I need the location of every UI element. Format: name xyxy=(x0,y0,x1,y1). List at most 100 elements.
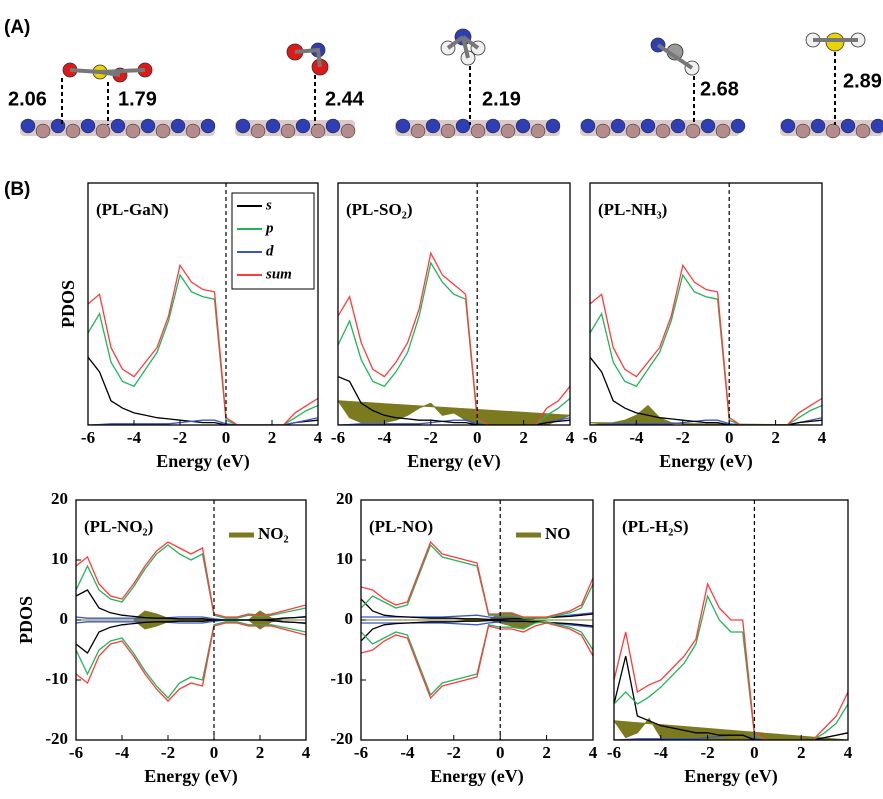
chart-title: (PL-SO₂) xyxy=(346,200,412,219)
legend-label: NO₂ xyxy=(258,524,289,543)
atom xyxy=(826,124,840,138)
distance-label: 1.79 xyxy=(118,88,157,110)
line xyxy=(76,622,306,698)
x-axis-label: Energy (eV) xyxy=(407,451,500,472)
x-tick-label: 2 xyxy=(256,743,265,762)
line xyxy=(88,275,318,425)
x-tick-label: -4 xyxy=(127,428,142,447)
panel-label: (B) xyxy=(4,179,30,200)
chart-title: (PL-NH₃) xyxy=(598,200,667,219)
x-tick-label: 4 xyxy=(818,428,827,447)
y-tick-label: 20 xyxy=(336,489,353,508)
atom xyxy=(656,124,670,138)
y-axis-label: PDOS xyxy=(58,280,78,328)
chart-title: (PL-NO₂) xyxy=(84,517,153,536)
atom xyxy=(326,119,340,133)
line xyxy=(361,545,593,618)
y-tick-label: 0 xyxy=(60,609,69,628)
legend-label: d xyxy=(266,243,274,259)
y-tick-label: -10 xyxy=(45,669,68,688)
x-tick-label: -2 xyxy=(161,743,175,762)
atom xyxy=(96,124,110,138)
line xyxy=(361,542,593,617)
atom xyxy=(596,124,610,138)
legend-label: p xyxy=(264,220,274,236)
distance-label: 2.19 xyxy=(482,88,521,110)
x-tick-label: 2 xyxy=(268,428,277,447)
atom xyxy=(341,124,355,138)
y-axis-label: PDOS xyxy=(16,596,36,644)
x-tick-label: 0 xyxy=(496,743,505,762)
atom xyxy=(471,124,485,138)
x-tick-label: 0 xyxy=(210,743,219,762)
x-tick-label: -6 xyxy=(69,743,83,762)
y-tick-label: 0 xyxy=(345,609,354,628)
plot-frame xyxy=(590,183,822,425)
atom xyxy=(856,124,870,138)
line xyxy=(590,275,822,425)
atom xyxy=(111,119,125,133)
x-tick-label: 4 xyxy=(302,743,311,762)
chart-title: (PL-GaN) xyxy=(96,200,169,219)
y-tick-label: 10 xyxy=(51,549,68,568)
line xyxy=(590,265,822,425)
distance-label: 2.89 xyxy=(843,70,882,92)
x-tick-label: 2 xyxy=(771,428,780,447)
atom xyxy=(871,119,883,133)
line xyxy=(590,357,822,425)
legend-label: s xyxy=(265,197,272,213)
line xyxy=(88,418,318,425)
atom xyxy=(516,119,530,133)
atom xyxy=(141,119,155,133)
y-tick-label: -10 xyxy=(330,669,353,688)
x-axis-label: Energy (eV) xyxy=(659,451,752,472)
x-tick-label: -6 xyxy=(354,743,368,762)
atom xyxy=(611,119,625,133)
distance-label: 2.68 xyxy=(700,78,739,100)
plot-frame xyxy=(338,183,570,425)
x-axis-label: Energy (eV) xyxy=(156,451,249,472)
atom xyxy=(251,124,265,138)
line xyxy=(361,623,593,698)
plot-area xyxy=(361,542,593,698)
plot-area xyxy=(76,542,306,701)
atom xyxy=(281,124,295,138)
atom xyxy=(701,119,715,133)
atom xyxy=(581,119,595,133)
atom xyxy=(501,124,515,138)
x-tick-label: -4 xyxy=(654,743,669,762)
x-tick-label: -2 xyxy=(173,428,187,447)
x-tick-label: -6 xyxy=(607,743,621,762)
y-tick-label: 10 xyxy=(336,549,353,568)
atom xyxy=(21,119,35,133)
atom xyxy=(441,124,455,138)
x-tick-label: -2 xyxy=(447,743,461,762)
atom xyxy=(266,119,280,133)
line xyxy=(361,622,593,695)
chart: -6-4-2024(PL-GaN)Energy (eV)PDOSspdsum xyxy=(58,183,323,472)
y-tick-label: 20 xyxy=(51,489,68,508)
x-tick-label: 4 xyxy=(566,428,575,447)
x-tick-label: -2 xyxy=(424,428,438,447)
x-tick-label: -4 xyxy=(377,428,392,447)
atom xyxy=(186,124,200,138)
atom xyxy=(796,124,810,138)
plot-area xyxy=(590,265,822,425)
atom xyxy=(426,119,440,133)
atom xyxy=(311,124,325,138)
area xyxy=(338,401,570,425)
x-tick-label: 2 xyxy=(542,743,551,762)
panel-label: (A) xyxy=(4,17,30,38)
chart-title: (PL-H₂S) xyxy=(622,517,688,536)
x-tick-label: 0 xyxy=(725,428,734,447)
atom xyxy=(396,119,410,133)
plot-area xyxy=(338,253,570,425)
x-tick-label: 0 xyxy=(750,743,759,762)
atom xyxy=(411,124,425,138)
x-tick-label: -4 xyxy=(115,743,130,762)
atom xyxy=(36,124,50,138)
atom xyxy=(731,119,745,133)
